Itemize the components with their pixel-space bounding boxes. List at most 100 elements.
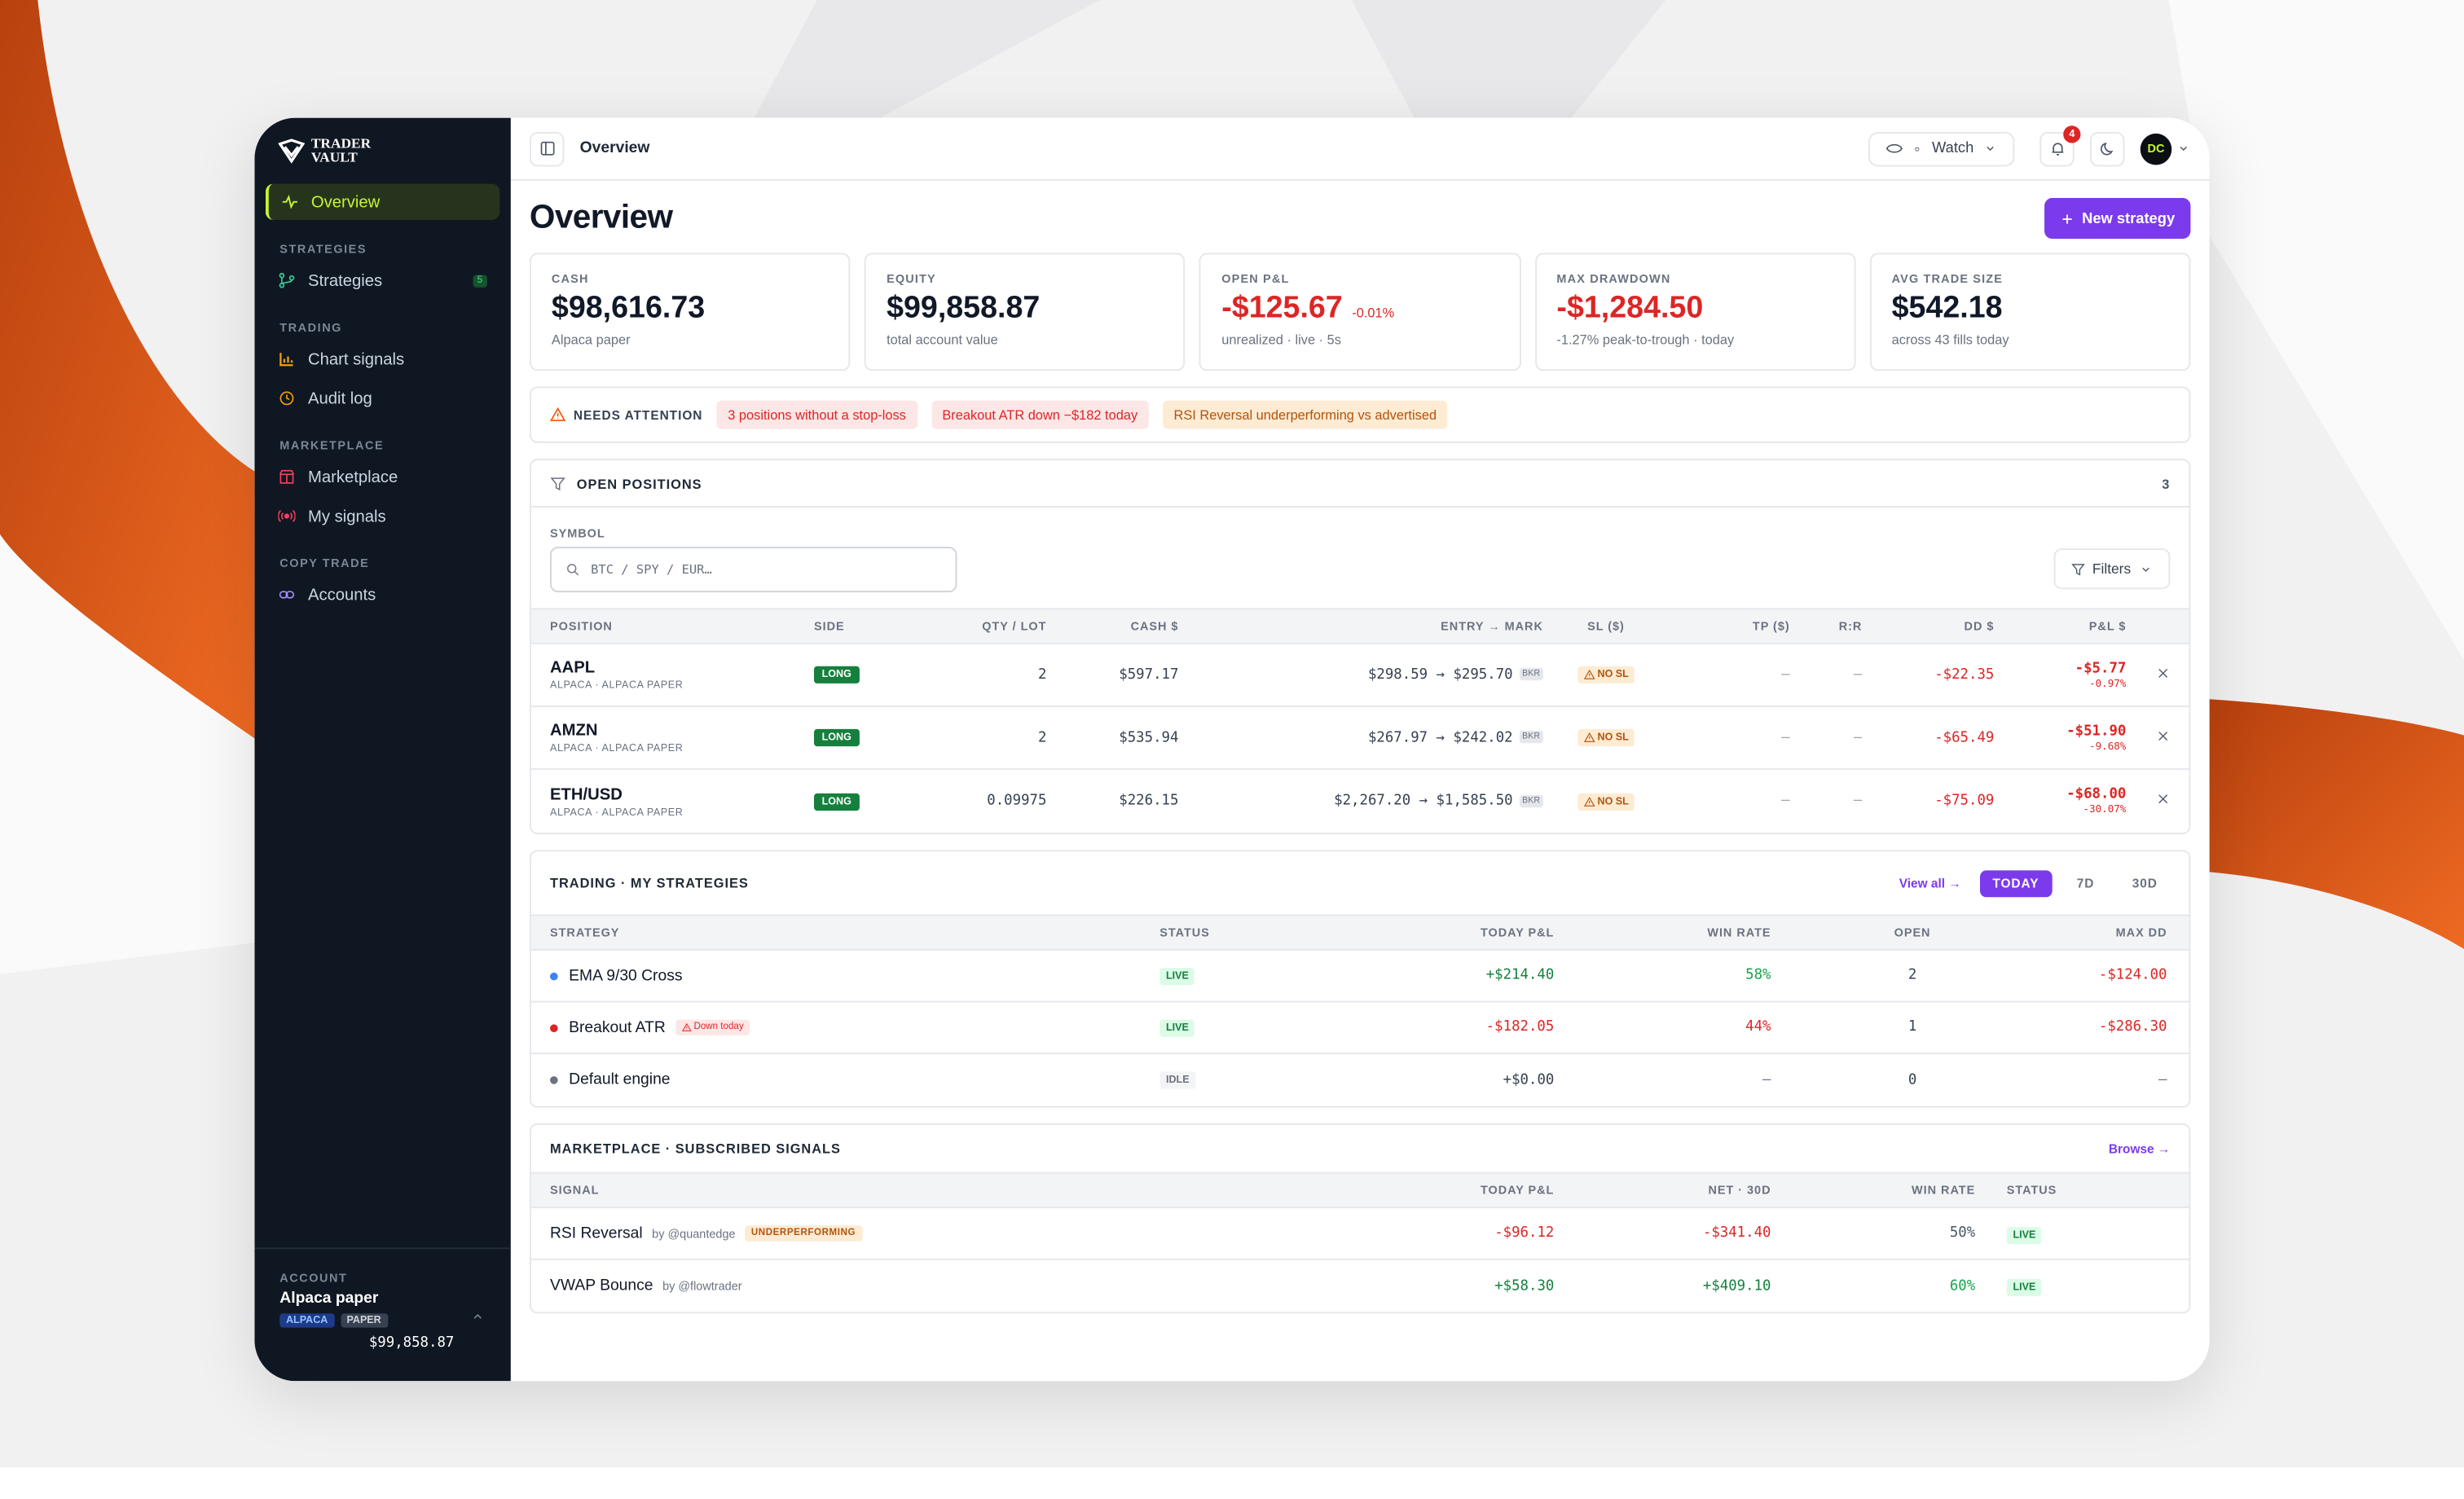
icon-part — [279, 283, 285, 288]
panel-title: MARKETPLACE · SUBSCRIBED SIGNALS — [549, 1141, 841, 1157]
range-tab[interactable]: 7D — [2076, 876, 2095, 890]
nav-item[interactable]: Audit log — [266, 380, 499, 416]
content: Overview New strategy CASH $98,616.73 Alpaca… — [511, 181, 2210, 1381]
signal-name: RSI Reversal — [549, 1224, 643, 1242]
icon-part — [1987, 146, 1994, 152]
theme-toggle[interactable] — [2089, 131, 2125, 166]
signal-cell: VWAP Bounce by @flowtrader — [550, 1277, 1397, 1295]
notifications[interactable]: 4 — [2039, 125, 2081, 166]
nav-item[interactable]: Strategies 5 — [266, 262, 499, 298]
today-pnl: -$96.12 — [1494, 1225, 1555, 1242]
icon-part — [2142, 566, 2149, 571]
status-badge: LIVE — [1159, 1018, 1195, 1036]
panel-header: TRADING · MY STRATEGIES View all → TODAY 7D… — [531, 851, 2189, 914]
icon-part — [473, 1314, 482, 1319]
close-position[interactable] — [2156, 728, 2170, 747]
signal-row[interactable]: RSI Reversal by @quantedge UNDERPERFORMING… — [530, 1208, 2189, 1260]
stat-card: CASH $98,616.73 Alpaca paper — [529, 253, 851, 371]
new-strategy-button[interactable]: New strategy — [2044, 197, 2191, 240]
attention-chip[interactable]: 3 positions without a stop-loss — [716, 400, 917, 429]
table-header: STRATEGY STATUS TODAY P&L WIN RATE OPEN MAX D… — [530, 914, 2189, 951]
search-input[interactable]: BTC / SPY / EUR… — [549, 547, 957, 593]
view-all[interactable]: View all → — [1899, 876, 1961, 890]
dd: -$75.09 — [1934, 793, 1995, 810]
stat-value-row: $99,858.87 — [887, 291, 1164, 327]
swoosh — [2209, 699, 2464, 949]
bg-shape — [0, 518, 255, 974]
column-header: MAX DD — [2115, 925, 2167, 940]
icon-part — [539, 141, 554, 156]
max-dd: – — [2158, 1072, 2167, 1088]
range-tab[interactable]: TODAY — [1979, 869, 2052, 897]
icon-part — [288, 275, 295, 281]
stat-label: AVG TRADE SIZE — [1891, 271, 2004, 286]
position-cell: AMZN ALPACA · ALPACA PAPER — [550, 721, 814, 754]
icon-part — [1886, 143, 1903, 153]
button-label: New strategy — [2082, 209, 2176, 227]
icon-part — [286, 394, 290, 401]
strategy-row[interactable]: Default engine IDLE +$0.00 – 0 – — [531, 1054, 2189, 1106]
column-header: WIN RATE — [1707, 925, 1771, 940]
icon-panel — [539, 141, 554, 156]
nav-label: My signals — [307, 506, 386, 526]
nav-item[interactable]: Chart signals — [266, 341, 499, 376]
pnl-pct: -9.68% — [2089, 739, 2127, 752]
browse[interactable]: Browse → — [2108, 1141, 2171, 1156]
strategy-row[interactable]: Breakout ATR Down today LIVE -$182.05 44% 1 -$… — [530, 1002, 2189, 1055]
icon-part — [281, 277, 293, 284]
open-count: 0 — [1907, 1072, 1917, 1088]
nav-item[interactable]: Overview — [265, 183, 500, 220]
sl-badge: NO SL — [1577, 728, 1635, 747]
account: ALPACA · ALPACA PAPER — [549, 743, 684, 754]
close-position[interactable] — [2156, 666, 2170, 684]
open-count: 2 — [1907, 967, 1917, 984]
attention-chip[interactable]: RSI Reversal underperforming vs advertis… — [1163, 400, 1448, 429]
nav-item[interactable]: Accounts — [266, 577, 499, 613]
win-rate: 60% — [1949, 1277, 1976, 1295]
sidebar-toggle[interactable] — [529, 131, 565, 166]
icon-radio — [278, 510, 296, 522]
column-header: TODAY P&L — [1480, 925, 1555, 940]
icon-moon — [2100, 142, 2113, 156]
qty: 2 — [1037, 729, 1047, 746]
status-dot — [549, 971, 558, 980]
stat-value-row: $542.18 — [1892, 291, 2169, 327]
range-tab[interactable]: 30D — [2132, 876, 2158, 890]
position-row: ETH/USD ALPACA · ALPACA PAPER LONG 0.09975 $… — [531, 770, 2189, 833]
pnl: -$51.90 — [2066, 723, 2127, 740]
symbol: AMZN — [549, 721, 598, 741]
icon-part — [285, 591, 295, 599]
icon-part — [279, 591, 288, 599]
filter-label: SYMBOL — [549, 526, 605, 541]
page-title: Overview — [529, 199, 673, 236]
symbol-filter: SYMBOL BTC / SPY / EUR… — [549, 526, 957, 593]
today-pnl: +$214.40 — [1485, 967, 1555, 984]
stat-label: CASH — [551, 271, 589, 286]
bg-shape — [754, 0, 1100, 118]
account-tags: ALPACA PAPER — [279, 1313, 486, 1328]
nav-label: Overview — [310, 192, 381, 212]
sl-text: NO SL — [1597, 669, 1629, 681]
strategy-name: Default engine — [569, 1071, 671, 1089]
qty: 0.09975 — [987, 793, 1047, 810]
stat-value: -$125.67 — [1221, 290, 1343, 326]
close-position[interactable] — [2156, 792, 2170, 811]
attention-chip[interactable]: Breakout ATR down −$182 today — [931, 400, 1149, 429]
signal-row[interactable]: VWAP Bounce by @flowtrader +$58.30 +$409.10… — [531, 1260, 2189, 1312]
icon-part — [2070, 563, 2084, 575]
watch-button[interactable]: Watch — [1868, 131, 2015, 166]
nav-item[interactable]: Marketplace — [266, 459, 499, 495]
icon-chart — [279, 353, 293, 367]
user-menu[interactable]: DC — [2140, 132, 2191, 165]
sl-badge: NO SL — [1577, 666, 1635, 684]
pnl-cell: -$5.77 -0.97% — [2075, 661, 2127, 689]
strategy-row[interactable]: EMA 9/30 Cross LIVE +$214.40 58% 2 -$124.00 — [530, 951, 2189, 1003]
nav-item[interactable]: My signals — [266, 498, 499, 534]
icon-x — [2158, 731, 2168, 741]
position-row: AAPL ALPACA · ALPACA PAPER LONG 2 $597.17 $29… — [530, 644, 2189, 707]
stat-card: EQUITY $99,858.87 total account value — [865, 253, 1186, 371]
rr: – — [1853, 729, 1863, 746]
filters-button[interactable]: Filters — [2053, 548, 2171, 590]
account[interactable]: ACCOUNT Alpaca paper ALPACA PAPER $99,858.87 — [254, 1247, 511, 1381]
icon-part — [284, 513, 290, 519]
